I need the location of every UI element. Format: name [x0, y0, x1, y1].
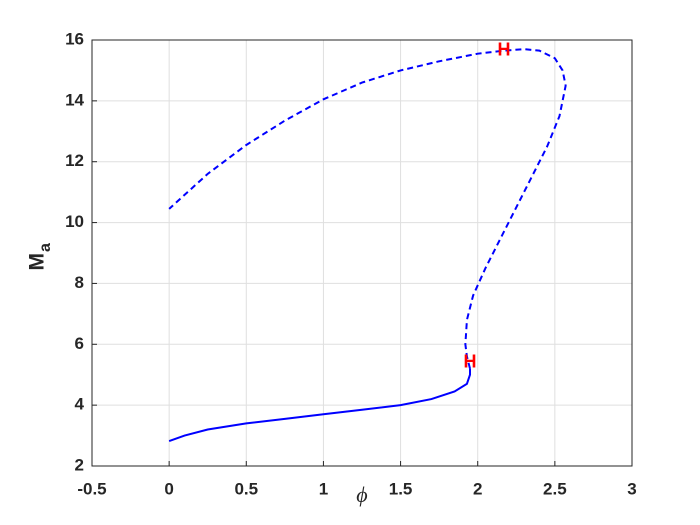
plot-area	[92, 40, 632, 466]
x-tick-label: 0	[164, 479, 173, 498]
x-axis-label: ϕ	[356, 482, 367, 507]
curve	[168, 368, 471, 442]
x-tick-label: -0.5	[77, 479, 106, 498]
y-tick-label: 10	[65, 212, 84, 231]
curve	[168, 48, 567, 369]
x-tick-label: 3	[627, 479, 636, 498]
hopf-label: H	[497, 39, 510, 59]
x-tick-label: 2	[473, 479, 482, 498]
y-tick-label: 16	[65, 29, 84, 48]
y-tick-label: 12	[65, 151, 84, 170]
y-tick-label: 2	[75, 455, 84, 474]
hopf-label: H	[464, 351, 477, 371]
axes-box	[91, 39, 633, 467]
x-tick-label: 1.5	[389, 479, 413, 498]
y-axis-label: M a	[26, 243, 55, 271]
y-tick-label: 6	[75, 334, 84, 353]
y-tick-label: 14	[65, 90, 84, 109]
y-axis-label-main: M	[26, 253, 49, 271]
x-tick-label: 2.5	[543, 479, 567, 498]
y-tick-label: 8	[75, 273, 84, 292]
y-axis-label-sub: a	[37, 243, 54, 252]
x-tick-label: 0.5	[234, 479, 258, 498]
x-tick-label: 1	[319, 479, 328, 498]
y-tick-label: 4	[75, 395, 85, 414]
